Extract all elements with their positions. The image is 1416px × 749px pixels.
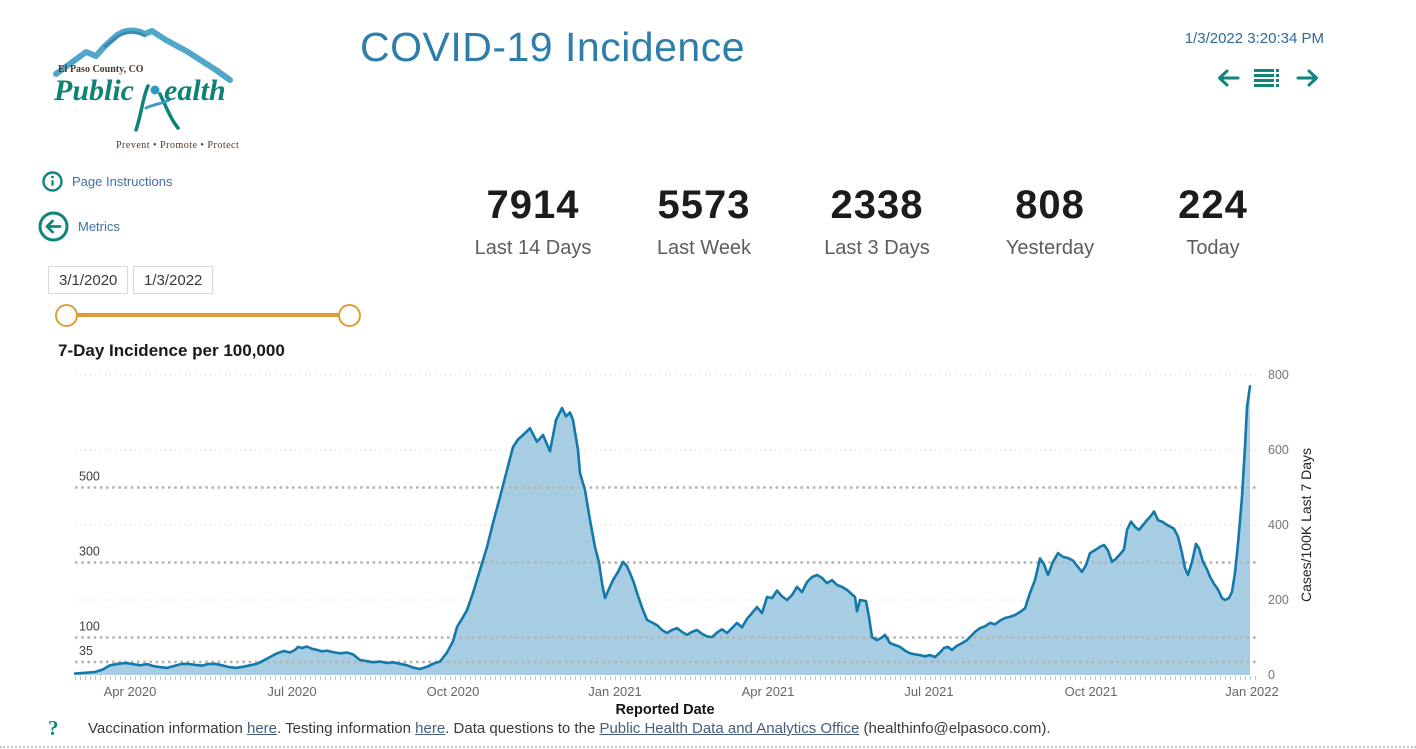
- last-refresh-timestamp: 1/3/2022 3:20:34 PM: [1184, 30, 1324, 47]
- x-tick-label: Jan 2021: [588, 684, 642, 699]
- area-chart-svg: 35 100 300 500: [73, 374, 1256, 675]
- logo-brand-text: Public ealth: [54, 74, 226, 107]
- metrics-label: Metrics: [78, 219, 120, 234]
- right-axis-tick-label: 200: [1268, 593, 1289, 607]
- stat-value: 5573: [657, 183, 751, 227]
- x-axis-minor-ticks: [75, 676, 1256, 680]
- right-axis-tick-label: 600: [1268, 443, 1289, 457]
- reference-label-100: 100: [79, 620, 100, 634]
- stat-value: 2338: [830, 183, 924, 227]
- page-instructions-button[interactable]: Page Instructions: [42, 171, 172, 192]
- footer-link[interactable]: here: [415, 720, 446, 737]
- slider-handle-start[interactable]: [55, 304, 78, 327]
- logo-tagline: Prevent • Promote • Protect: [116, 140, 240, 151]
- incidence-area-chart[interactable]: 35 100 300 500: [73, 374, 1256, 675]
- stat-last-3-days: 2338 Last 3 Days: [787, 183, 967, 260]
- stat-value: 7914: [486, 183, 580, 227]
- footer-text-segment: . Testing information: [277, 720, 416, 737]
- logo-county-text: El Paso County, CO: [58, 64, 144, 75]
- x-tick-label: Apr 2020: [103, 684, 157, 699]
- date-range-start-input[interactable]: [48, 266, 128, 294]
- metrics-back-button[interactable]: Metrics: [38, 211, 120, 242]
- stat-label: Last Week: [656, 237, 752, 259]
- footer-text-segment: (healthinfo@elpasoco.com).: [859, 720, 1051, 737]
- right-axis-tick-label: 800: [1268, 368, 1289, 382]
- footer-text: Vaccination information here. Testing in…: [88, 720, 1050, 737]
- x-tick-label: Oct 2020: [426, 684, 480, 699]
- stat-yesterday: 808 Yesterday: [960, 183, 1140, 260]
- stat-label: Yesterday: [1005, 237, 1095, 259]
- footer-text-segment: Vaccination information: [88, 720, 247, 737]
- page-bottom-divider: [0, 746, 1416, 748]
- x-axis-title: Reported Date: [615, 702, 715, 718]
- footer-info-bar: ? Vaccination information here. Testing …: [0, 716, 1416, 746]
- reference-label-500: 500: [79, 470, 100, 484]
- mountain-logo-graphic: [53, 27, 233, 132]
- question-mark-icon: ?: [48, 716, 59, 740]
- stat-today: 224 Today: [1123, 183, 1303, 260]
- x-tick-label: Jan 2022: [1225, 684, 1279, 699]
- page-instructions-label: Page Instructions: [72, 174, 173, 189]
- slider-handle-end[interactable]: [338, 304, 361, 327]
- stat-value: 808: [1015, 183, 1085, 227]
- forward-arrow-icon[interactable]: [1296, 68, 1320, 88]
- page-title: COVID-19 Incidence: [360, 24, 746, 70]
- date-range-slider[interactable]: [55, 302, 361, 328]
- page-navigation: [1216, 68, 1320, 88]
- footer-text-segment: . Data questions to the: [445, 720, 600, 737]
- x-tick-label: Apr 2021: [741, 684, 795, 699]
- incidence-line: [73, 385, 1252, 675]
- reference-label-35: 35: [79, 644, 93, 658]
- footer-link[interactable]: here: [246, 720, 278, 737]
- info-icon: [42, 171, 63, 192]
- stat-label: Last 3 Days: [824, 237, 930, 259]
- x-tick-label: Oct 2021: [1064, 684, 1118, 699]
- reference-label-300: 300: [79, 545, 100, 559]
- back-arrow-icon[interactable]: [1216, 68, 1240, 88]
- back-circle-icon: [38, 211, 69, 242]
- page-list-icon[interactable]: [1254, 69, 1282, 87]
- stat-last-14-days: 7914 Last 14 Days: [443, 183, 623, 260]
- stat-label: Last 14 Days: [474, 237, 592, 259]
- stat-last-week: 5573 Last Week: [614, 183, 794, 260]
- right-axis-tick-label: 0: [1268, 668, 1275, 682]
- date-range-end-input[interactable]: [133, 266, 213, 294]
- public-health-logo: El Paso County, CO Public ealth Prevent …: [48, 12, 248, 154]
- stat-label: Today: [1186, 237, 1240, 259]
- right-axis-title: Cases/100K Last 7 Days: [1298, 447, 1314, 603]
- stat-value: 224: [1178, 183, 1248, 227]
- x-tick-label: Jul 2020: [267, 684, 317, 699]
- slider-track[interactable]: [67, 313, 349, 317]
- footer-link[interactable]: Public Health Data and Analytics Office: [599, 720, 860, 737]
- x-tick-label: Jul 2021: [904, 684, 954, 699]
- incidence-area-fill: [75, 386, 1250, 675]
- chart-title: 7-Day Incidence per 100,000: [58, 341, 285, 360]
- right-axis-tick-label: 400: [1268, 518, 1289, 532]
